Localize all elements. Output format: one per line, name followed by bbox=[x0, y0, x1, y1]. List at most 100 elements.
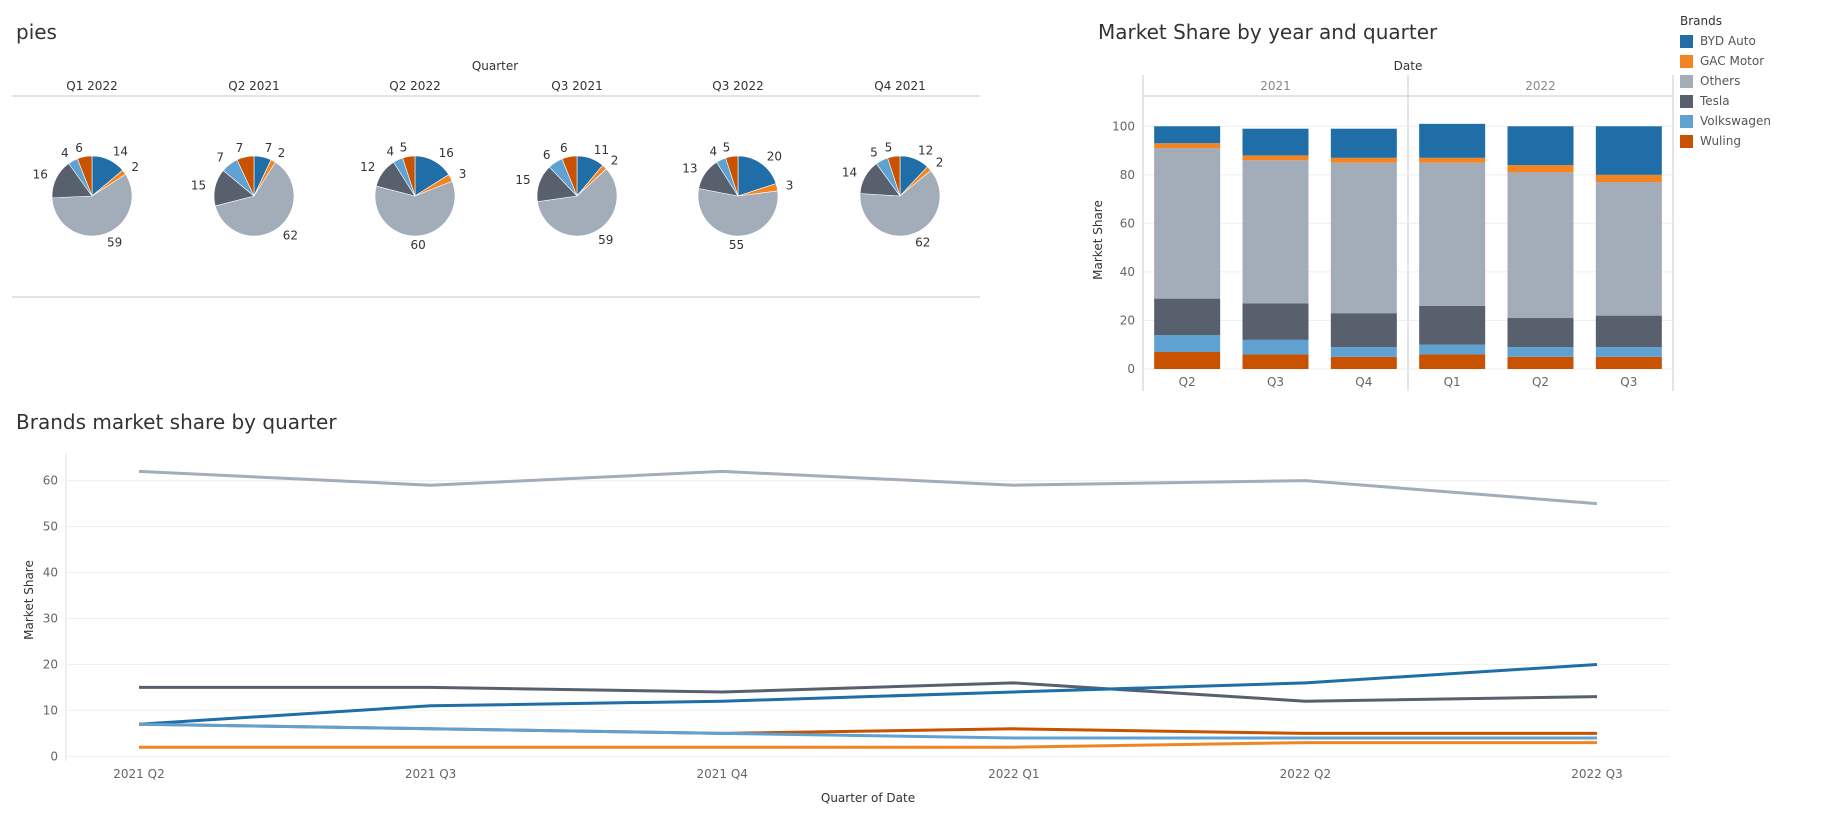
pie-value-label: 5 bbox=[885, 141, 893, 155]
legend-item-others[interactable]: Others bbox=[1680, 71, 1771, 91]
pie-value-label: 12 bbox=[918, 143, 933, 157]
bar-segment-byd-auto bbox=[1419, 123, 1486, 158]
pie-value-label: 3 bbox=[786, 178, 794, 192]
pie-label-q1-2022: Q1 2022 bbox=[66, 79, 117, 93]
bar-x-tick-label: Q3 bbox=[1267, 375, 1284, 389]
bar-segment-wuling bbox=[1330, 356, 1397, 369]
bar-segment-others bbox=[1507, 172, 1574, 319]
bar-column-header: Date bbox=[1394, 59, 1423, 73]
bar-segment-others bbox=[1242, 160, 1309, 304]
bar-segment-gac-motor bbox=[1507, 165, 1574, 173]
bar-y-tick-label: 100 bbox=[1112, 119, 1135, 133]
pie-slice-others bbox=[214, 161, 295, 237]
bar-segment-others bbox=[1419, 162, 1486, 306]
pie-value-label: 7 bbox=[265, 141, 273, 155]
legend-item-gac-motor[interactable]: GAC Motor bbox=[1680, 51, 1771, 71]
bar-segment-tesla bbox=[1595, 315, 1662, 348]
line-x-tick-label: 2022 Q3 bbox=[1571, 767, 1622, 781]
bar-segment-tesla bbox=[1330, 313, 1397, 348]
bar-chart-title: Market Share by year and quarter bbox=[1098, 20, 1438, 44]
bar-segment-volkswagen bbox=[1154, 335, 1221, 353]
bar-y-tick-label: 0 bbox=[1127, 362, 1135, 376]
legend-label: Tesla bbox=[1700, 94, 1730, 108]
pie-slice-others bbox=[697, 188, 779, 237]
pie-value-label: 62 bbox=[283, 229, 298, 243]
pies-column-header: Quarter bbox=[472, 59, 518, 73]
bar-x-tick-label: Q3 bbox=[1620, 375, 1637, 389]
pie-value-label: 15 bbox=[191, 178, 206, 192]
legend-label: GAC Motor bbox=[1700, 54, 1765, 68]
line-x-tick-label: 2022 Q2 bbox=[1280, 767, 1331, 781]
legend-label: Others bbox=[1700, 74, 1741, 88]
bar-y-tick-label: 20 bbox=[1120, 313, 1135, 327]
pie-value-label: 59 bbox=[598, 233, 613, 247]
legend-item-tesla[interactable]: Tesla bbox=[1680, 91, 1771, 111]
bar-segment-others bbox=[1595, 182, 1662, 316]
pie-value-label: 2 bbox=[936, 156, 944, 170]
pie-value-label: 15 bbox=[515, 173, 530, 187]
pie-value-label: 2 bbox=[611, 154, 619, 168]
bar-year-label: 2021 bbox=[1260, 79, 1291, 93]
bar-y-tick-label: 40 bbox=[1120, 265, 1135, 279]
bar-x-tick-label: Q2 bbox=[1532, 375, 1549, 389]
pie-value-label: 2 bbox=[278, 146, 286, 160]
bar-x-tick-label: Q2 bbox=[1179, 375, 1196, 389]
pie-value-label: 60 bbox=[410, 238, 425, 252]
pie-value-label: 6 bbox=[75, 141, 83, 155]
brands-legend: Brands BYD Auto GAC Motor Others Tesla Volks… bbox=[1680, 14, 1771, 151]
legend-item-byd-auto[interactable]: BYD Auto bbox=[1680, 31, 1771, 51]
pie-value-label: 16 bbox=[33, 168, 48, 182]
bar-segment-byd-auto bbox=[1330, 128, 1397, 158]
bar-y-axis-title: Market Share bbox=[1091, 200, 1105, 280]
pie-slice-wuling bbox=[561, 155, 578, 197]
pies-title: pies bbox=[16, 20, 57, 44]
legend-swatch bbox=[1680, 94, 1693, 108]
pie-value-label: 12 bbox=[360, 160, 375, 174]
legend-item-wuling[interactable]: Wuling bbox=[1680, 131, 1771, 151]
pie-value-label: 62 bbox=[915, 236, 930, 250]
legend-swatch bbox=[1680, 54, 1693, 68]
bar-segment-gac-motor bbox=[1595, 174, 1662, 183]
pie-slice-others bbox=[859, 170, 941, 237]
line-y-tick-label: 0 bbox=[50, 749, 58, 763]
line-y-tick-label: 30 bbox=[43, 611, 58, 625]
pie-label-q4-2021: Q4 2021 bbox=[874, 79, 925, 93]
bar-segment-others bbox=[1154, 148, 1221, 299]
legend-item-volkswagen[interactable]: Volkswagen bbox=[1680, 111, 1771, 131]
bar-x-tick-label: Q1 bbox=[1444, 375, 1461, 389]
pie-value-label: 16 bbox=[439, 146, 454, 160]
line-chart-title: Brands market share by quarter bbox=[16, 410, 337, 434]
bar-segment-tesla bbox=[1242, 303, 1309, 340]
bar-year-label: 2022 bbox=[1525, 79, 1556, 93]
pie-slice-others bbox=[537, 168, 618, 237]
pie-slice-byd-auto bbox=[737, 155, 777, 197]
pie-value-label: 4 bbox=[61, 146, 69, 160]
line-series-others bbox=[138, 469, 1598, 506]
bar-segment-byd-auto bbox=[1242, 128, 1309, 156]
line-y-tick-label: 40 bbox=[43, 566, 58, 580]
pie-value-label: 5 bbox=[870, 145, 878, 159]
pie-label-q3-2021: Q3 2021 bbox=[551, 79, 602, 93]
pie-value-label: 11 bbox=[594, 143, 609, 157]
pie-value-label: 5 bbox=[723, 141, 731, 155]
bar-segment-byd-auto bbox=[1595, 126, 1662, 175]
legend-label: BYD Auto bbox=[1700, 34, 1756, 48]
line-y-tick-label: 20 bbox=[43, 657, 58, 671]
bar-segment-tesla bbox=[1419, 305, 1486, 345]
pie-slice-wuling bbox=[887, 155, 901, 197]
line-series-gac-motor bbox=[139, 741, 1597, 749]
bar-segment-wuling bbox=[1242, 354, 1309, 369]
line-y-tick-label: 50 bbox=[43, 520, 58, 534]
legend-title: Brands bbox=[1680, 14, 1722, 28]
bar-segment-wuling bbox=[1154, 352, 1221, 369]
bar-segment-volkswagen bbox=[1330, 347, 1397, 357]
pie-slice-wuling bbox=[77, 155, 93, 197]
pie-value-label: 20 bbox=[767, 149, 782, 163]
pie-value-label: 2 bbox=[131, 160, 139, 174]
pie-value-label: 7 bbox=[216, 150, 224, 164]
bar-x-tick-label: Q4 bbox=[1355, 375, 1372, 389]
line-x-axis-title: Quarter of Date bbox=[821, 791, 915, 805]
bar-segment-gac-motor bbox=[1419, 157, 1486, 163]
line-y-axis-title: Market Share bbox=[22, 560, 36, 640]
pie-value-label: 14 bbox=[113, 145, 128, 159]
